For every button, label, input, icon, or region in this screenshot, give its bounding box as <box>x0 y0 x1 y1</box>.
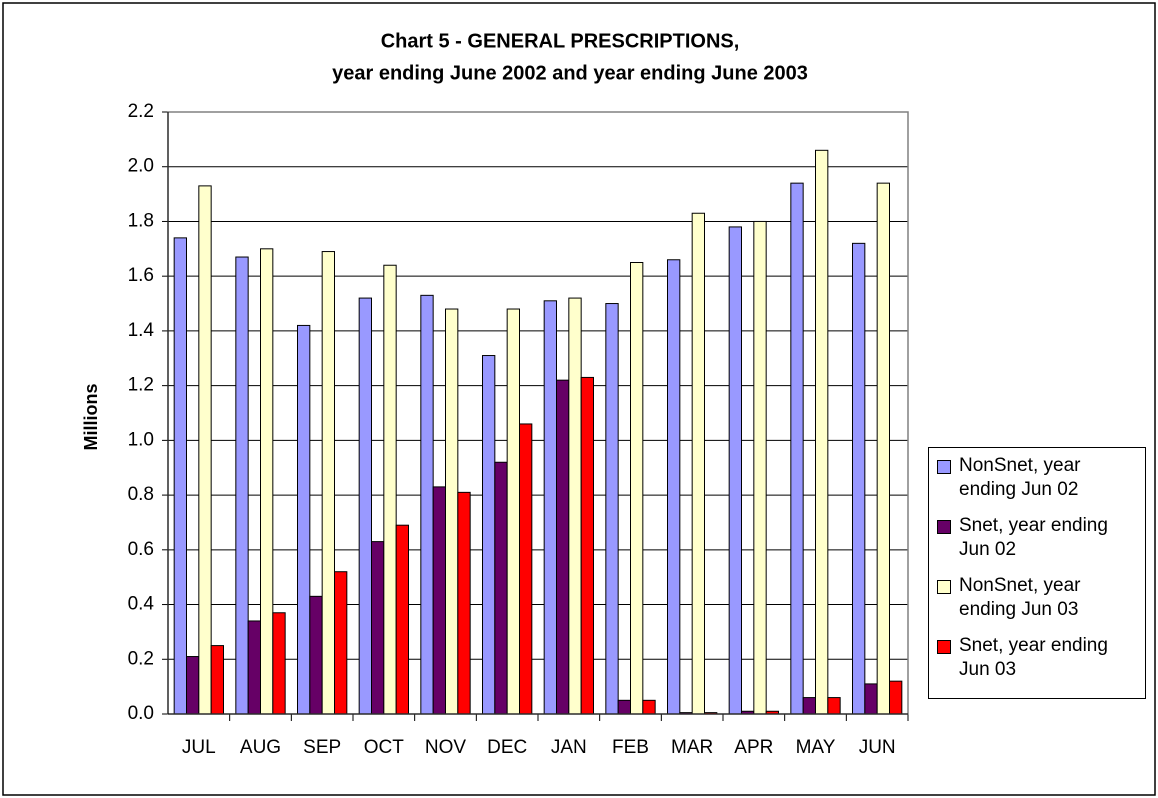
bar <box>210 645 225 715</box>
bar <box>334 571 348 715</box>
bar <box>543 300 558 715</box>
bar <box>864 683 878 715</box>
bar <box>432 486 446 715</box>
x-tick-label: OCT <box>364 737 405 758</box>
bar <box>519 423 533 715</box>
bar <box>876 182 891 715</box>
legend-label: NonSnet, year ending Jun 03 <box>959 575 1081 620</box>
x-tick-label: AUG <box>240 737 281 758</box>
bar <box>494 461 508 715</box>
chart-subtitle: year ending June 2002 and year ending Ju… <box>332 62 808 84</box>
y-tick-label: 0.4 <box>128 594 155 615</box>
bar <box>691 212 706 715</box>
bar <box>506 308 520 715</box>
bar <box>790 182 804 715</box>
x-tick-label: FEB <box>612 737 649 758</box>
legend: NonSnet, year ending Jun 02 Snet, year en… <box>928 447 1146 699</box>
legend-entry: NonSnet, year ending Jun 02 <box>935 454 1141 502</box>
bar <box>802 697 817 715</box>
y-tick-label: 0.2 <box>128 648 154 669</box>
bar <box>667 259 681 715</box>
bar <box>556 379 570 715</box>
legend-swatch <box>937 460 951 474</box>
bar <box>272 612 286 715</box>
x-tick-label: JUN <box>859 737 896 758</box>
bar <box>198 185 212 715</box>
y-axis-title: Millions <box>81 384 101 451</box>
x-tick-label: APR <box>734 737 773 758</box>
y-tick-label: 1.0 <box>128 429 154 450</box>
bar <box>247 620 262 715</box>
x-tick-label: MAY <box>796 737 836 758</box>
bar <box>186 656 200 715</box>
bar <box>309 595 323 715</box>
bar <box>235 256 249 715</box>
bar <box>617 699 632 715</box>
bar <box>457 491 471 715</box>
legend-label: Snet, year ending Jun 02 <box>959 515 1108 560</box>
x-tick-label: SEP <box>303 737 341 758</box>
y-tick-label: 0.0 <box>128 703 154 724</box>
y-tick-label: 1.8 <box>128 210 154 231</box>
x-tick-label: JAN <box>551 737 587 758</box>
y-tick-label: 1.6 <box>128 265 154 286</box>
bar <box>728 226 743 715</box>
bar <box>568 297 582 715</box>
bar <box>889 680 903 715</box>
bar <box>358 297 372 715</box>
bar <box>395 524 409 715</box>
legend-entry: NonSnet, year ending Jun 03 <box>935 574 1141 622</box>
x-tick-label: MAR <box>671 737 713 758</box>
legend-swatch <box>937 520 951 534</box>
y-tick-label: 0.6 <box>128 539 154 560</box>
legend-entry: Snet, year ending Jun 03 <box>935 634 1141 682</box>
bar <box>321 251 335 715</box>
bar <box>815 149 829 715</box>
bar <box>580 376 595 715</box>
bar <box>297 324 311 715</box>
y-tick-label: 0.8 <box>128 484 154 505</box>
x-tick-label: NOV <box>425 737 467 758</box>
plot-area <box>168 112 908 714</box>
bar <box>371 541 385 715</box>
chart-title: Chart 5 - GENERAL PRESCRIPTIONS, <box>381 30 740 52</box>
legend-swatch <box>937 580 951 594</box>
bar <box>445 308 459 715</box>
x-tick-label: JUL <box>182 737 216 758</box>
legend-entry: Snet, year ending Jun 02 <box>935 514 1141 562</box>
bar <box>852 242 866 715</box>
bar <box>260 248 274 715</box>
x-tick-label: DEC <box>487 737 527 758</box>
bar <box>605 303 619 715</box>
y-tick-label: 1.2 <box>128 375 154 396</box>
y-tick-label: 1.4 <box>128 320 155 341</box>
legend-swatch <box>937 640 951 654</box>
legend-label: NonSnet, year ending Jun 02 <box>959 455 1081 500</box>
y-tick-label: 2.0 <box>128 156 154 177</box>
bar <box>827 697 841 715</box>
y-tick-label: 2.2 <box>128 101 154 122</box>
bar <box>482 355 496 715</box>
bar <box>420 294 434 715</box>
bar <box>173 237 188 715</box>
bar <box>630 262 644 715</box>
legend-label: Snet, year ending Jun 03 <box>959 635 1108 680</box>
bar <box>642 699 656 715</box>
bar <box>753 220 767 715</box>
bar <box>383 264 397 715</box>
